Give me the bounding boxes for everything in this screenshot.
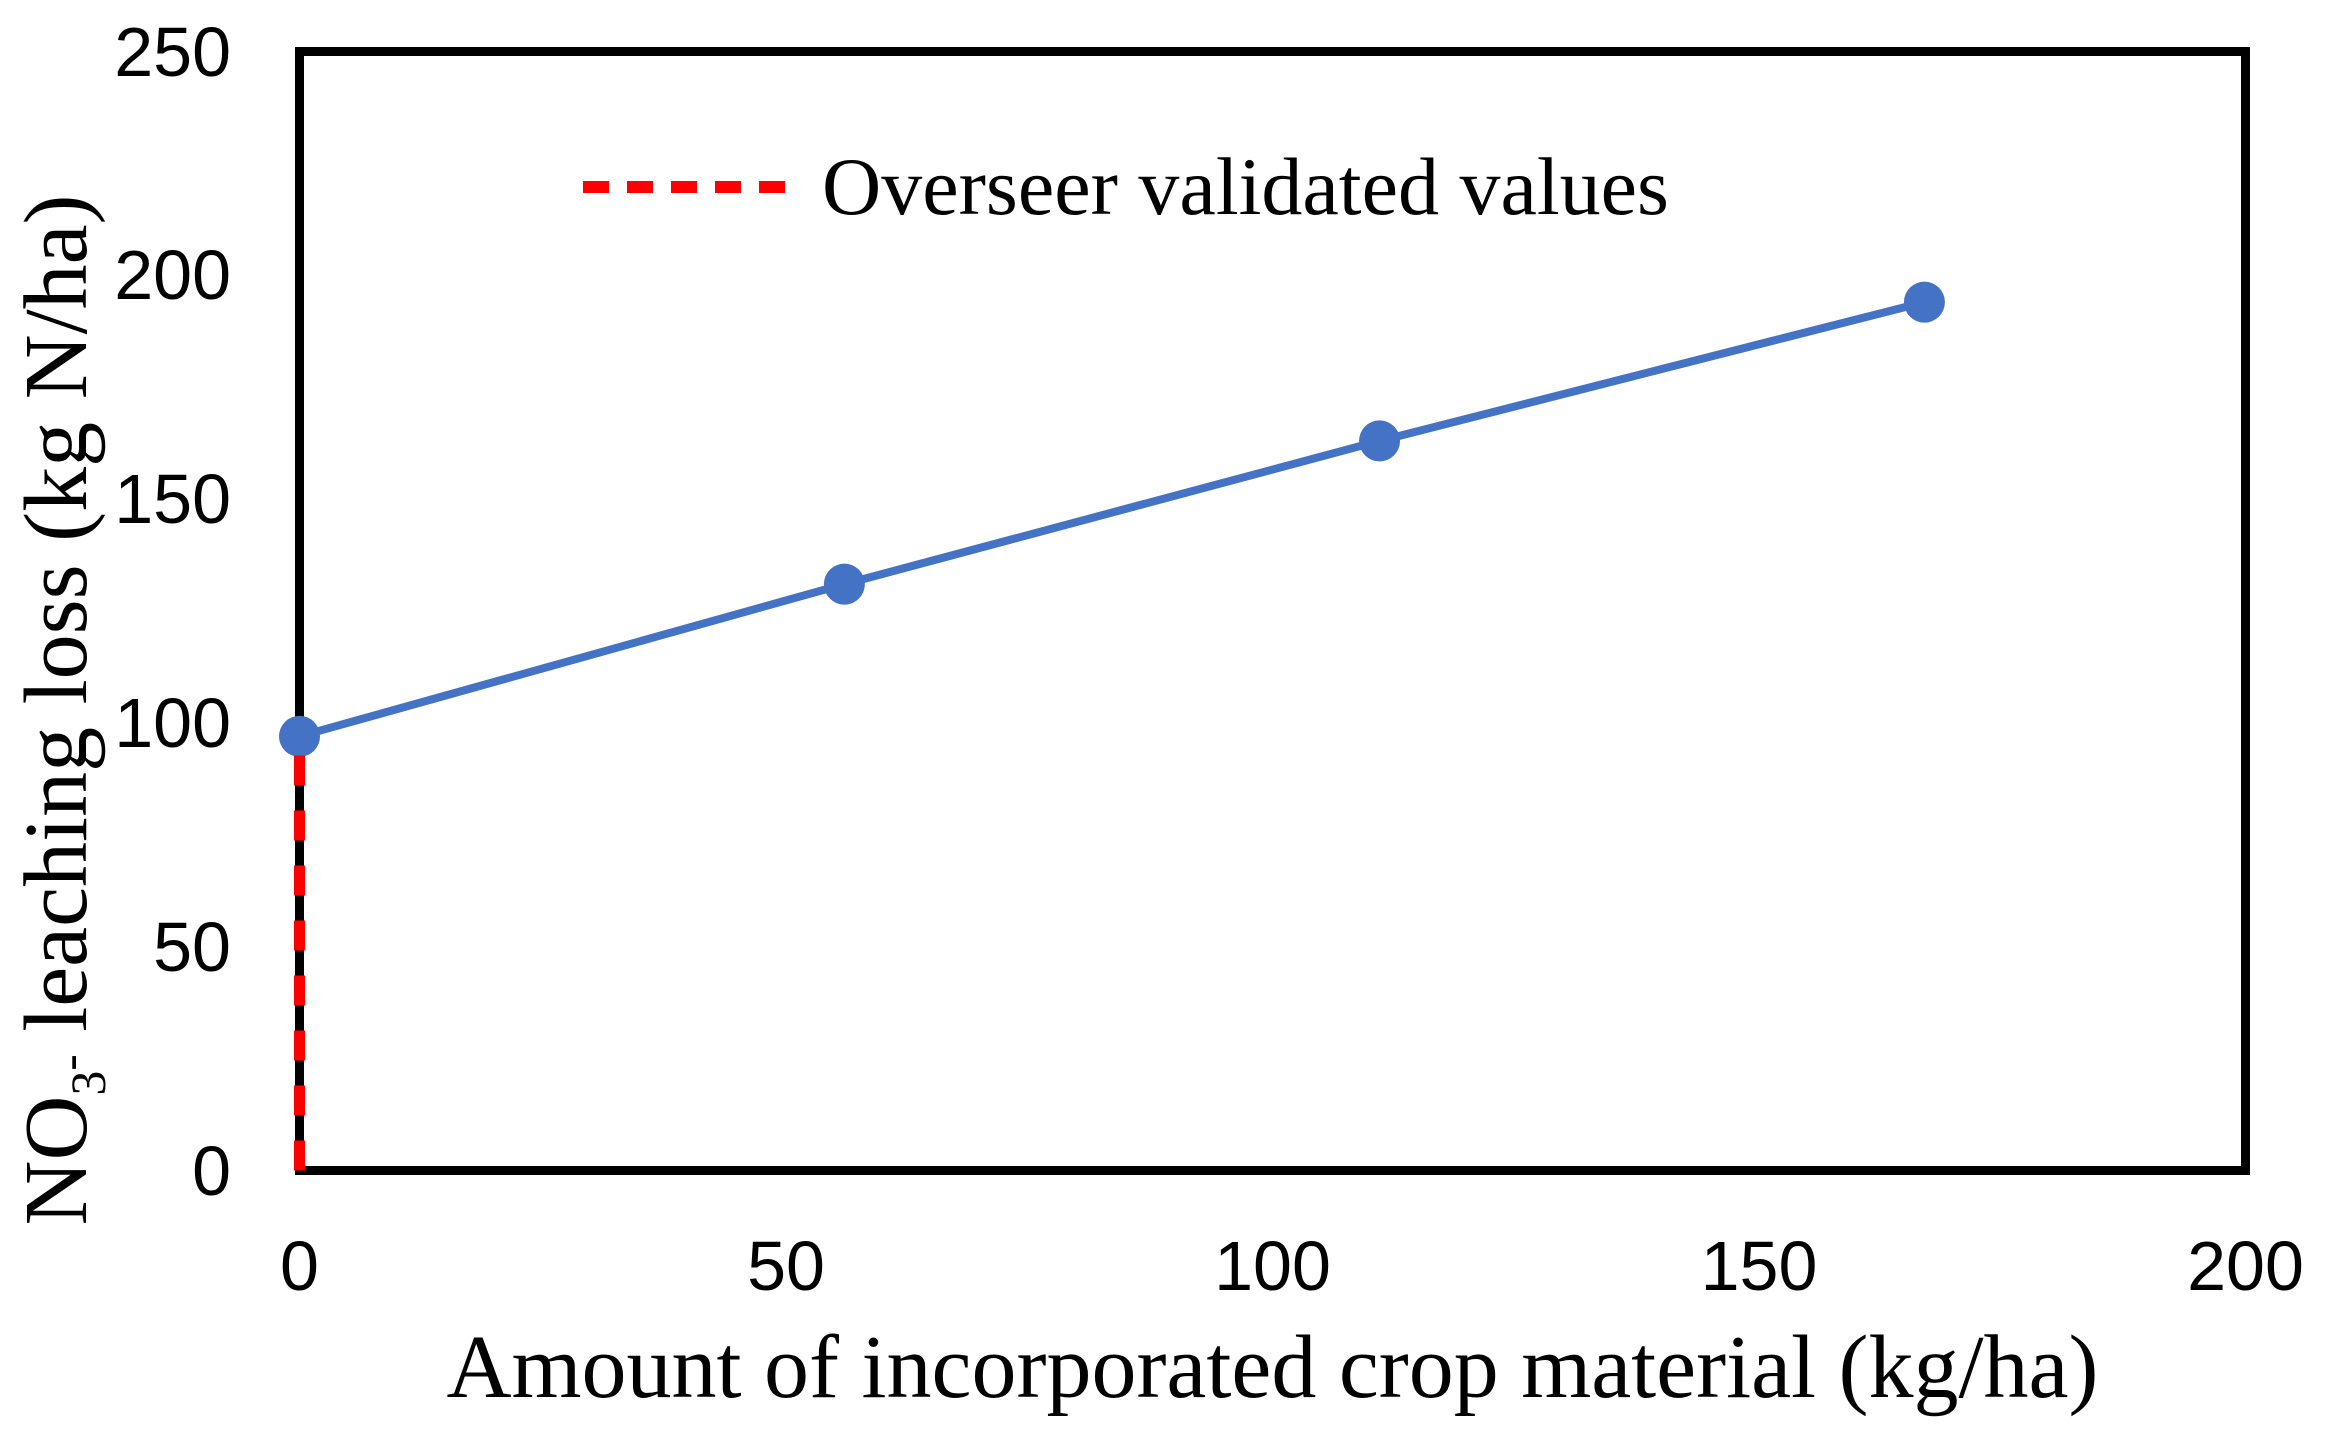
y-axis-title-base: NO	[7, 1095, 106, 1226]
x-tick-label: 200	[2187, 1227, 2304, 1305]
y-tick-label: 100	[114, 683, 231, 762]
leaching-loss-line	[298, 298, 1926, 741]
data-point-marker	[279, 715, 320, 757]
legend-label: Overseer validated values	[822, 141, 1669, 232]
y-axis-title-subscript: 3	[61, 1070, 116, 1096]
y-tick-label: 50	[153, 907, 231, 986]
x-tick-label: 150	[1700, 1227, 1818, 1305]
y-tick-label: 150	[114, 460, 231, 539]
legend: Overseer validated values	[582, 132, 1669, 242]
y-tick-label: 200	[114, 236, 231, 315]
data-point-marker	[1903, 281, 1945, 323]
legend-dash-icon	[583, 181, 785, 193]
y-axis-title: NO3- leaching loss (kg N/ha)	[7, 110, 116, 1310]
x-axis-title: Amount of incorporated crop material (kg…	[446, 1318, 2099, 1417]
y-tick-label: 250	[114, 12, 231, 91]
y-axis-title-superscript: -	[42, 1054, 97, 1071]
y-tick-label: 0	[192, 1131, 231, 1210]
plot-area-frame	[295, 47, 2250, 1175]
x-tick-label: 50	[747, 1227, 825, 1305]
y-axis-title-rest: leaching loss (kg N/ha)	[7, 194, 106, 1055]
x-tick-label: 0	[280, 1227, 319, 1305]
data-point-marker	[823, 563, 865, 605]
x-tick-label: 100	[1214, 1227, 1331, 1305]
data-point-marker	[1359, 420, 1401, 462]
